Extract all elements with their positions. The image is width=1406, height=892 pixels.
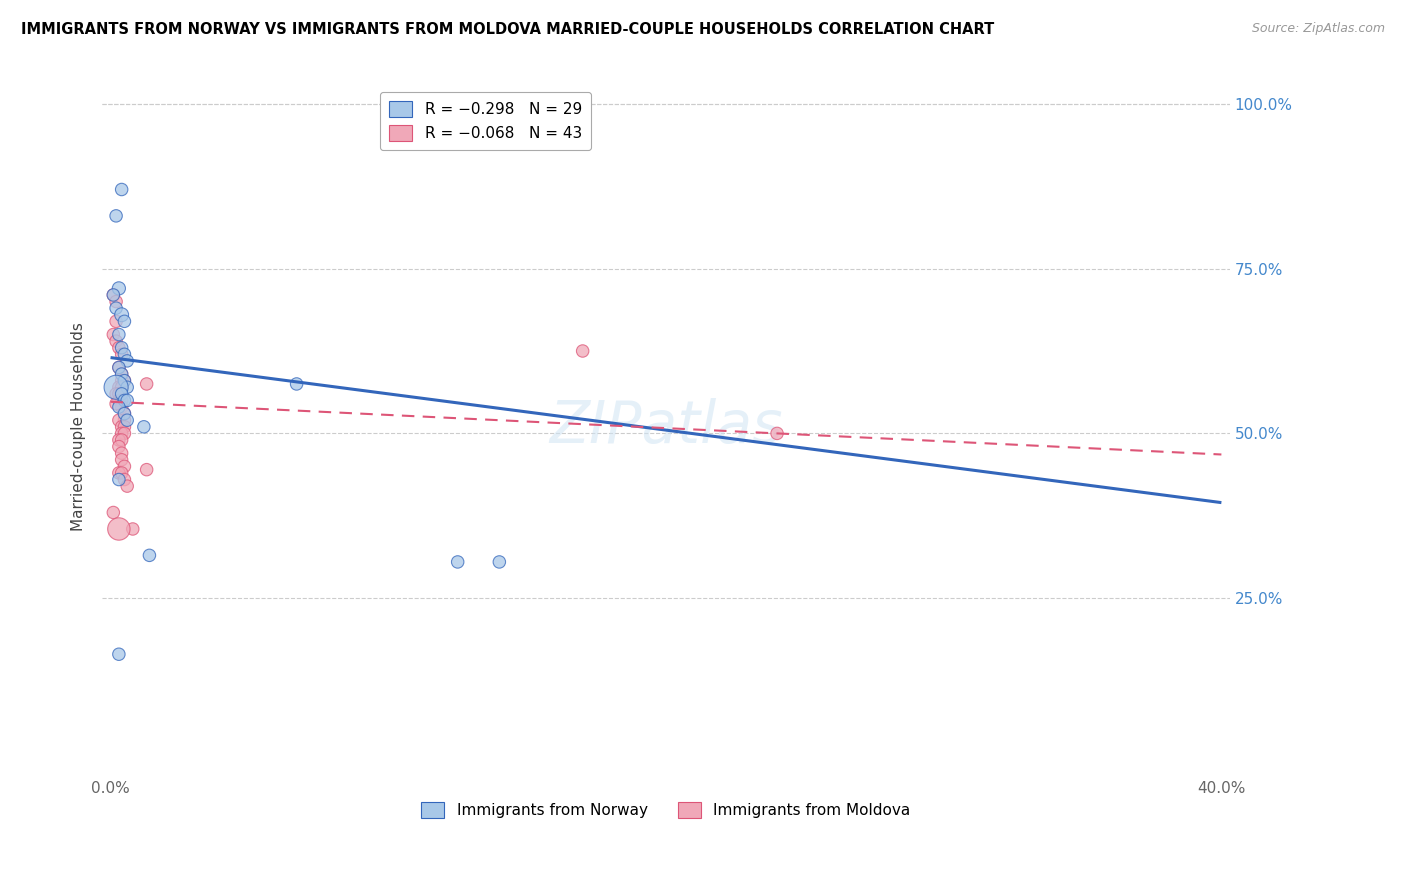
Point bbox=[108, 360, 131, 375]
Point bbox=[111, 367, 134, 381]
Point bbox=[111, 347, 134, 361]
Point bbox=[135, 463, 157, 477]
Point bbox=[105, 387, 128, 401]
Point bbox=[115, 413, 138, 427]
Point bbox=[112, 407, 135, 421]
Point bbox=[112, 426, 135, 441]
Point bbox=[115, 354, 138, 368]
Point bbox=[108, 281, 131, 295]
Point bbox=[447, 555, 470, 569]
Point bbox=[488, 555, 510, 569]
Legend: Immigrants from Norway, Immigrants from Moldova: Immigrants from Norway, Immigrants from … bbox=[415, 797, 917, 824]
Point bbox=[112, 374, 135, 388]
Text: ZIPatlas: ZIPatlas bbox=[550, 399, 783, 455]
Point bbox=[108, 413, 131, 427]
Point bbox=[108, 466, 131, 480]
Point bbox=[285, 376, 308, 391]
Point bbox=[112, 314, 135, 328]
Point bbox=[108, 647, 131, 661]
Point bbox=[112, 393, 135, 408]
Point bbox=[108, 327, 131, 342]
Point bbox=[112, 419, 135, 434]
Point bbox=[105, 301, 128, 315]
Point bbox=[111, 466, 134, 480]
Point bbox=[108, 400, 131, 414]
Point bbox=[108, 380, 131, 394]
Point bbox=[103, 288, 125, 302]
Point bbox=[112, 459, 135, 474]
Text: Source: ZipAtlas.com: Source: ZipAtlas.com bbox=[1251, 22, 1385, 36]
Point bbox=[112, 413, 135, 427]
Point bbox=[111, 446, 134, 460]
Point bbox=[105, 397, 128, 411]
Point bbox=[132, 419, 155, 434]
Point bbox=[111, 387, 134, 401]
Point bbox=[108, 393, 131, 408]
Point bbox=[111, 182, 134, 196]
Point bbox=[105, 334, 128, 348]
Point bbox=[108, 341, 131, 355]
Point bbox=[108, 387, 131, 401]
Point bbox=[111, 400, 134, 414]
Point bbox=[115, 380, 138, 394]
Point bbox=[108, 522, 131, 536]
Point bbox=[112, 374, 135, 388]
Point bbox=[103, 288, 125, 302]
Point bbox=[112, 407, 135, 421]
Point bbox=[111, 433, 134, 447]
Point bbox=[111, 426, 134, 441]
Point bbox=[111, 452, 134, 467]
Point bbox=[103, 327, 125, 342]
Point bbox=[115, 393, 138, 408]
Point bbox=[108, 440, 131, 454]
Point bbox=[105, 314, 128, 328]
Point bbox=[111, 380, 134, 394]
Point bbox=[111, 419, 134, 434]
Point bbox=[105, 380, 128, 394]
Point bbox=[111, 367, 134, 381]
Point bbox=[766, 426, 789, 441]
Point bbox=[115, 479, 138, 493]
Point bbox=[103, 506, 125, 520]
Point bbox=[111, 308, 134, 322]
Point bbox=[105, 209, 128, 223]
Point bbox=[111, 393, 134, 408]
Point bbox=[111, 374, 134, 388]
Text: IMMIGRANTS FROM NORWAY VS IMMIGRANTS FROM MOLDOVA MARRIED-COUPLE HOUSEHOLDS CORR: IMMIGRANTS FROM NORWAY VS IMMIGRANTS FRO… bbox=[21, 22, 994, 37]
Point bbox=[135, 376, 157, 391]
Point bbox=[108, 473, 131, 487]
Point bbox=[138, 549, 160, 563]
Point bbox=[111, 341, 134, 355]
Point bbox=[571, 343, 593, 358]
Point bbox=[108, 360, 131, 375]
Point bbox=[105, 294, 128, 309]
Point bbox=[112, 347, 135, 361]
Y-axis label: Married-couple Households: Married-couple Households bbox=[72, 322, 86, 532]
Point bbox=[121, 522, 143, 536]
Point bbox=[112, 473, 135, 487]
Point bbox=[108, 433, 131, 447]
